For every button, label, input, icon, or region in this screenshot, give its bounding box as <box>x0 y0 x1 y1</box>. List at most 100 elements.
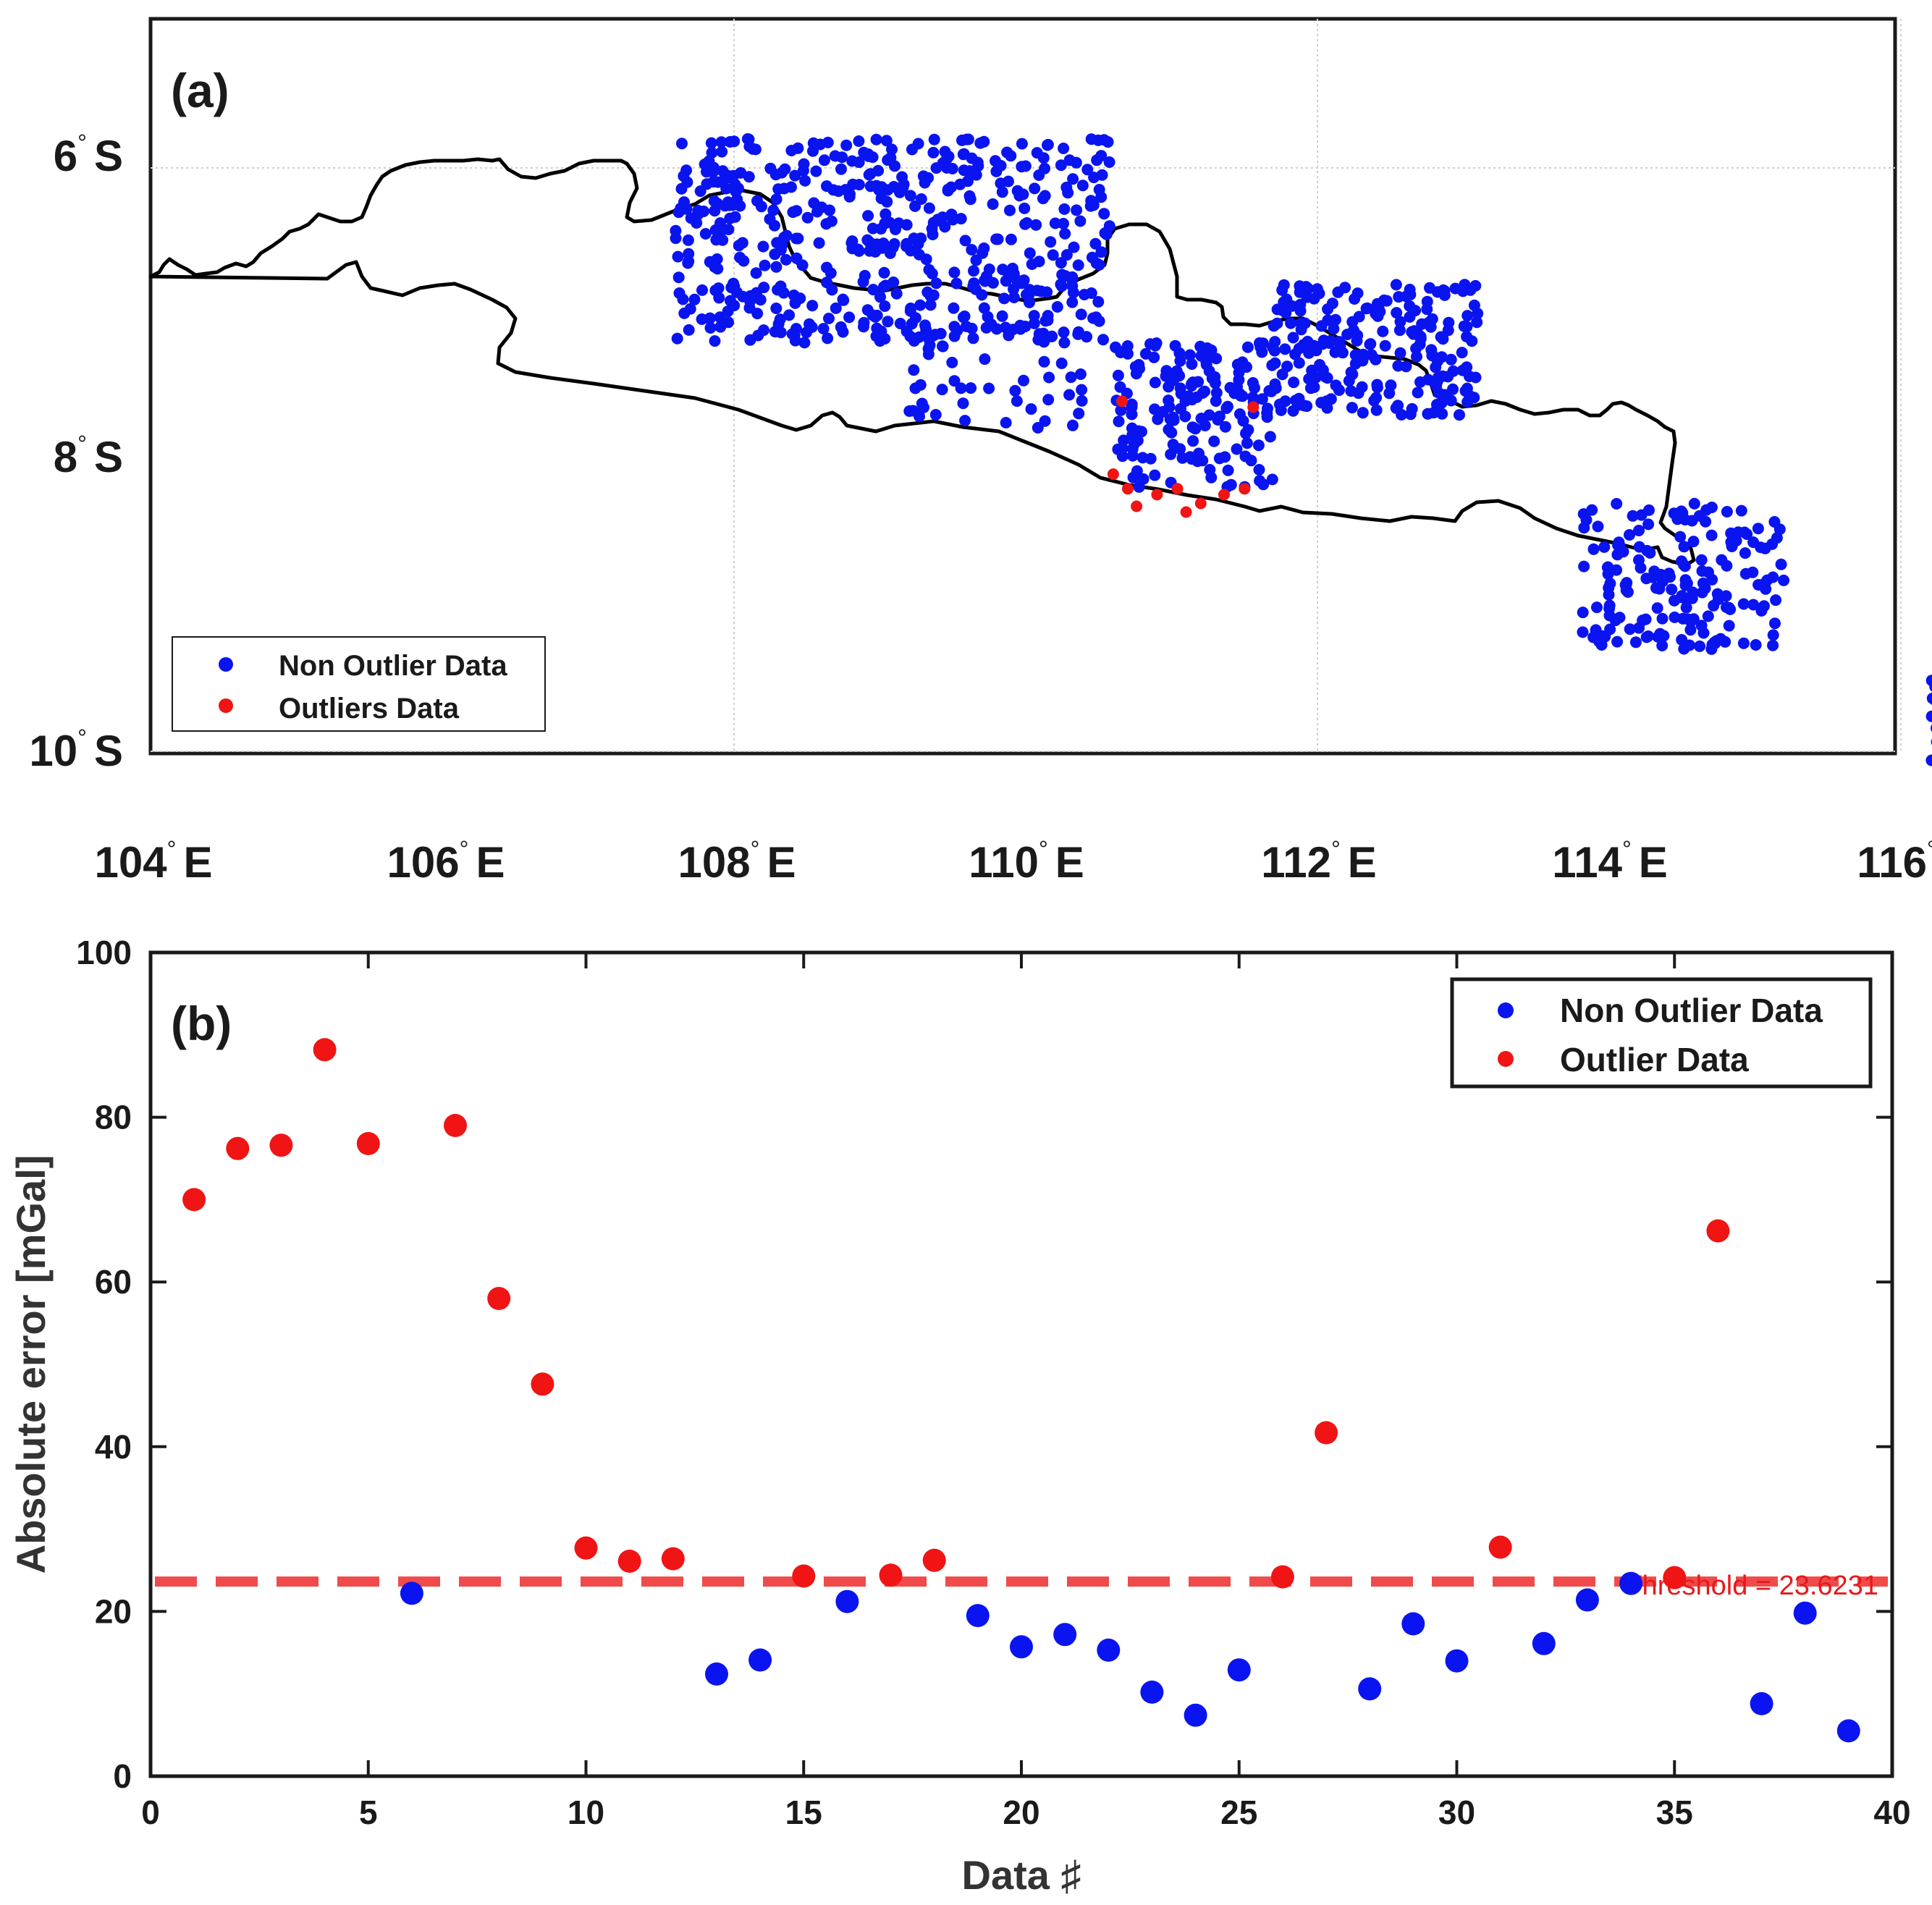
x-tick-label: 40 <box>1873 1794 1910 1831</box>
map-point-non-outlier <box>1456 347 1468 359</box>
map-point-non-outlier <box>1208 435 1220 447</box>
map-point-non-outlier <box>671 332 683 345</box>
map-point-non-outlier <box>983 382 995 394</box>
map-point-non-outlier <box>1149 376 1161 389</box>
map-point-outlier <box>1194 497 1207 510</box>
x-tick-label: 35 <box>1656 1794 1693 1831</box>
map-point-non-outlier <box>913 331 925 343</box>
map-point-non-outlier <box>678 307 691 319</box>
map-point-non-outlier <box>1365 349 1378 361</box>
map-point-non-outlier <box>853 179 865 191</box>
map-point-non-outlier <box>1767 639 1779 651</box>
map-point-non-outlier <box>1390 279 1402 291</box>
map-point-non-outlier <box>957 397 969 410</box>
map-point-non-outlier <box>1377 325 1389 337</box>
map-point-non-outlier <box>1680 601 1692 614</box>
map-point-non-outlier <box>1056 269 1068 281</box>
map-point-non-outlier <box>1345 385 1357 397</box>
map-longitude-label: 104° E <box>95 836 213 887</box>
map-point-non-outlier <box>1098 208 1110 220</box>
map-point-non-outlier <box>980 321 992 334</box>
map-point-non-outlier <box>1586 504 1598 516</box>
map-survey-points <box>670 133 1932 766</box>
map-point-non-outlier <box>903 405 916 417</box>
map-point-non-outlier <box>1017 188 1029 200</box>
map-point-non-outlier <box>894 186 906 198</box>
map-point-non-outlier <box>1663 567 1675 580</box>
map-point-non-outlier <box>1767 571 1779 583</box>
point-non-outlier <box>400 1581 423 1605</box>
map-point-non-outlier <box>1043 371 1055 384</box>
map-point-non-outlier <box>1149 469 1161 481</box>
map-point-non-outlier <box>978 302 990 314</box>
map-point-non-outlier <box>724 136 736 148</box>
map-point-non-outlier <box>844 188 856 200</box>
map-point-non-outlier <box>1170 365 1183 377</box>
map-point-non-outlier <box>832 185 845 198</box>
map-point-non-outlier <box>1676 634 1688 646</box>
map-point-non-outlier <box>954 178 966 190</box>
point-non-outlier <box>1227 1658 1251 1682</box>
map-point-non-outlier <box>1241 437 1253 449</box>
map-point-non-outlier <box>714 311 726 324</box>
map-point-non-outlier <box>1000 417 1012 428</box>
map-point-non-outlier <box>927 289 940 301</box>
map-point-non-outlier <box>927 146 940 159</box>
map-point-non-outlier <box>1074 368 1087 380</box>
point-non-outlier <box>1836 1719 1860 1743</box>
map-point-non-outlier <box>1431 286 1443 298</box>
map-point-non-outlier <box>783 309 796 321</box>
map-point-non-outlier <box>678 202 691 214</box>
map-point-non-outlier <box>1005 150 1017 162</box>
map-point-outlier <box>1116 395 1128 407</box>
map-point-non-outlier <box>767 204 780 216</box>
map-point-non-outlier <box>1750 639 1762 651</box>
map-point-non-outlier <box>685 212 697 224</box>
map-point-non-outlier <box>1100 228 1113 240</box>
map-point-non-outlier <box>1029 182 1041 195</box>
point-outlier <box>1488 1535 1512 1559</box>
map-point-non-outlier <box>1269 336 1281 348</box>
map-point-non-outlier <box>946 356 958 368</box>
map-point-non-outlier <box>683 248 695 260</box>
map-point-non-outlier <box>1241 361 1252 373</box>
map-point-non-outlier <box>879 300 891 312</box>
map-point-non-outlier <box>670 224 682 237</box>
map-point-non-outlier <box>699 228 712 240</box>
map-point-non-outlier <box>772 183 785 195</box>
map-point-non-outlier <box>1393 291 1405 303</box>
x-tick-label: 5 <box>359 1794 378 1831</box>
map-legend: Non Outlier Data Outliers Data <box>172 636 546 732</box>
map-point-non-outlier <box>1370 404 1383 416</box>
map-longitude-label: 112° E <box>1261 836 1377 887</box>
map-longitude-label: 108° E <box>678 836 796 887</box>
map-legend-marker-non-outlier <box>219 657 233 672</box>
map-point-non-outlier <box>1778 574 1790 586</box>
map-point-non-outlier <box>939 221 951 233</box>
map-point-non-outlier <box>1674 531 1687 543</box>
map-point-non-outlier <box>948 321 961 333</box>
map-point-non-outlier <box>1068 287 1079 299</box>
map-point-non-outlier <box>867 284 879 296</box>
map-point-non-outlier <box>1461 310 1474 322</box>
map-point-non-outlier <box>1184 451 1197 463</box>
map-point-non-outlier <box>829 150 841 162</box>
map-point-non-outlier <box>940 161 953 174</box>
map-point-non-outlier <box>1770 594 1782 607</box>
map-point-outlier <box>1131 500 1143 512</box>
map-point-non-outlier <box>1435 351 1448 363</box>
map-point-non-outlier <box>1266 473 1278 486</box>
map-point-non-outlier <box>808 197 820 209</box>
map-point-non-outlier <box>1642 630 1654 642</box>
map-panel: (a) Non Outlier Data Outliers Data 6° S 8°… <box>29 17 1932 887</box>
map-point-non-outlier <box>948 375 961 387</box>
point-non-outlier <box>1097 1638 1121 1662</box>
map-point-non-outlier <box>1393 324 1406 337</box>
map-point-non-outlier <box>1633 525 1645 536</box>
map-point-non-outlier <box>715 136 727 148</box>
map-point-non-outlier <box>672 250 684 263</box>
map-point-non-outlier <box>1127 471 1139 483</box>
point-outlier <box>1706 1219 1730 1243</box>
point-outlier <box>1270 1565 1294 1589</box>
point-non-outlier <box>1053 1623 1077 1647</box>
